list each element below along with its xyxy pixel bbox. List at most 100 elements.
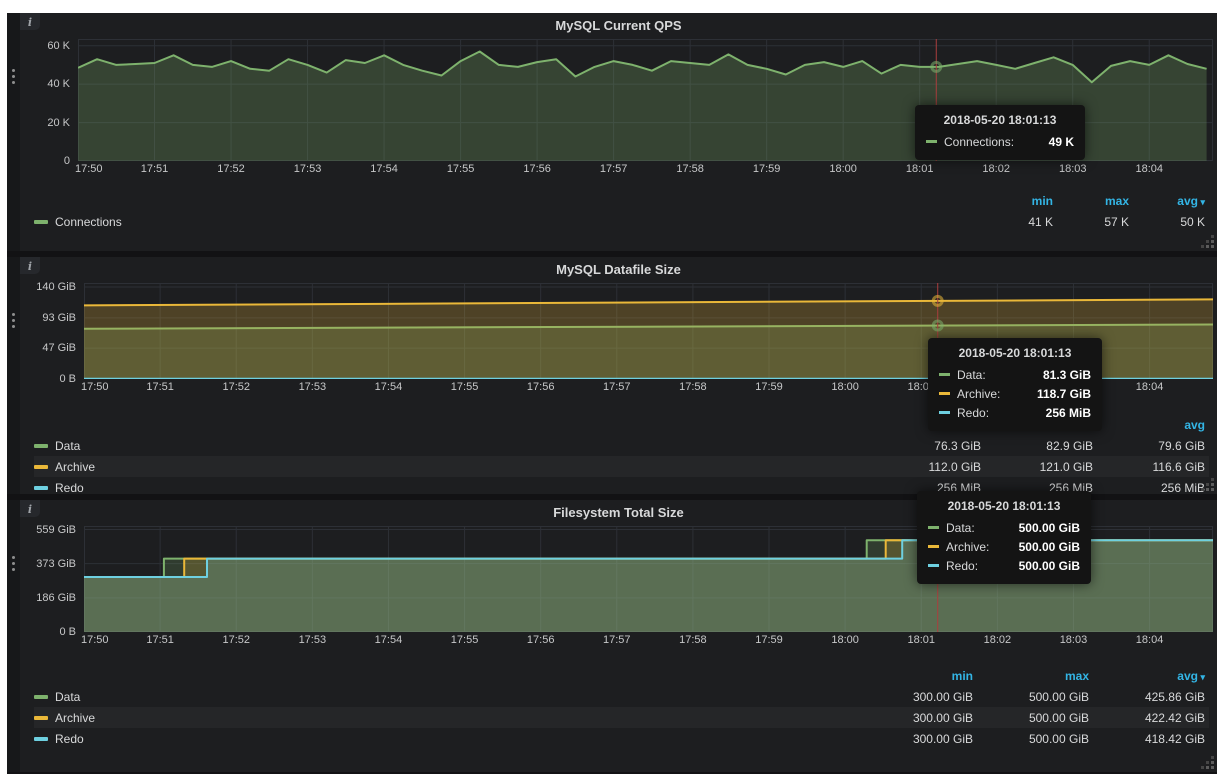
x-axis-tick-label: 17:58	[676, 163, 704, 175]
legend-series-toggle[interactable]: Connections	[34, 215, 981, 229]
y-axis-tick-label: 93 GiB	[42, 312, 76, 324]
legend-series-name: Archive	[55, 711, 95, 725]
legend-stat-value: 76.3 GiB	[873, 439, 985, 453]
x-axis-tick-label: 17:50	[81, 381, 109, 393]
legend-series-toggle[interactable]: Data	[34, 439, 873, 453]
legend-series-name: Connections	[55, 215, 122, 229]
drag-handle-icon	[12, 313, 15, 316]
panel-resize-handle[interactable]	[1201, 235, 1214, 248]
panel-title[interactable]: MySQL Datafile Size	[20, 257, 1217, 283]
legend-stat-header-max[interactable]: max	[977, 669, 1093, 683]
x-axis-tick-label: 17:59	[755, 634, 783, 646]
x-axis-tick-label: 17:58	[679, 634, 707, 646]
row-drag-handle[interactable]	[7, 13, 20, 251]
x-axis-tick-label: 18:00	[829, 163, 857, 175]
x-axis-tick-label: 18:03	[1059, 163, 1087, 175]
legend-row: Redo300.00 GiB500.00 GiB418.42 GiB	[34, 728, 1209, 749]
legend-stat-header-min[interactable]: min	[981, 194, 1057, 208]
graph-tooltip: 2018-05-20 18:01:13Data:500.00 GiBArchiv…	[917, 491, 1091, 584]
legend-stat-value: 50 K	[1133, 215, 1209, 229]
x-axis-tick-label: 17:57	[603, 634, 631, 646]
legend-series-name: Archive	[55, 460, 95, 474]
panel-info-corner[interactable]: i	[20, 257, 40, 274]
tooltip-series-value: 81.3 GiB	[1029, 368, 1091, 382]
legend: minmaxavg ▾Connections41 K57 K50 K	[34, 191, 1209, 232]
legend-series-toggle[interactable]: Data	[34, 690, 861, 704]
legend-stat-header-avg[interactable]: avg	[1097, 418, 1209, 432]
legend-stat-value: 300.00 GiB	[861, 711, 977, 725]
series-color-swatch-icon	[939, 411, 950, 414]
x-axis-tick-label: 18:03	[1060, 634, 1088, 646]
x-axis-tick-label: 17:59	[755, 381, 783, 393]
legend-row: Archive300.00 GiB500.00 GiB422.42 GiB	[34, 707, 1209, 728]
legend-row: Connections41 K57 K50 K	[34, 211, 1209, 232]
x-axis-tick-label: 17:57	[603, 381, 631, 393]
legend-series-toggle[interactable]: Archive	[34, 711, 861, 725]
legend-stat-header-avg[interactable]: avg ▾	[1133, 194, 1209, 208]
legend-series-name: Redo	[55, 732, 84, 746]
legend-stat-value: 41 K	[981, 215, 1057, 229]
x-axis-tick-label: 18:04	[1136, 634, 1164, 646]
legend-stat-value: 112.0 GiB	[873, 460, 985, 474]
x-axis-tick-label: 17:56	[527, 381, 555, 393]
info-icon: i	[28, 16, 32, 29]
x-axis-tick-label: 17:58	[679, 381, 707, 393]
legend-stat-value: 300.00 GiB	[861, 690, 977, 704]
tooltip-series-name: Redo:	[946, 559, 978, 573]
tooltip-series-row: Redo:256 MiB	[939, 403, 1091, 422]
panel-resize-handle[interactable]	[1201, 478, 1214, 491]
series-color-swatch-icon	[928, 526, 939, 529]
x-axis-tick-label: 17:51	[146, 634, 174, 646]
legend-row: Data76.3 GiB82.9 GiB79.6 GiB	[34, 435, 1209, 456]
y-axis: 0 B186 GiB373 GiB559 GiB	[20, 526, 84, 632]
series-color-swatch-icon	[34, 695, 48, 699]
drag-handle-icon	[12, 556, 15, 559]
x-axis-tick-label: 18:02	[984, 634, 1012, 646]
row-drag-handle[interactable]	[7, 257, 20, 494]
x-axis-tick-label: 18:00	[831, 381, 859, 393]
legend-series-toggle[interactable]: Archive	[34, 460, 873, 474]
legend-stat-header-max[interactable]: max	[1057, 194, 1133, 208]
panel-resize-handle[interactable]	[1201, 756, 1214, 769]
legend-stat-value: 121.0 GiB	[985, 460, 1097, 474]
x-axis-tick-label: 17:51	[141, 163, 169, 175]
legend-stat-value: 418.42 GiB	[1093, 732, 1209, 746]
x-axis-tick-label: 17:51	[146, 381, 174, 393]
panel-title[interactable]: MySQL Current QPS	[20, 13, 1217, 39]
series-color-swatch-icon	[34, 465, 48, 469]
x-axis-tick-label: 17:53	[299, 634, 327, 646]
info-icon: i	[28, 503, 32, 516]
x-axis-tick-label: 17:52	[217, 163, 245, 175]
legend-series-toggle[interactable]: Redo	[34, 732, 861, 746]
legend-series-toggle[interactable]: Redo	[34, 481, 873, 495]
series-color-swatch-icon	[34, 716, 48, 720]
x-axis-tick-label: 17:54	[375, 634, 403, 646]
x-axis-tick-label: 18:04	[1136, 381, 1164, 393]
row-drag-handle[interactable]	[7, 500, 20, 772]
legend-row: Data300.00 GiB500.00 GiB425.86 GiB	[34, 686, 1209, 707]
legend-stat-header-min[interactable]: min	[861, 669, 977, 683]
x-axis-tick-label: 17:52	[222, 381, 250, 393]
tooltip-series-value: 256 MiB	[1032, 406, 1091, 420]
x-axis: 17:5017:5117:5217:5317:5417:5517:5617:57…	[78, 161, 1213, 177]
series-color-swatch-icon	[939, 392, 950, 395]
y-axis: 0 B47 GiB93 GiB140 GiB	[20, 283, 84, 379]
legend-series-name: Redo	[55, 481, 84, 495]
tooltip-series-value: 118.7 GiB	[1023, 387, 1091, 401]
info-icon: i	[28, 260, 32, 273]
legend-stat-value: 422.42 GiB	[1093, 711, 1209, 725]
panel-info-corner[interactable]: i	[20, 500, 40, 517]
panel-info-corner[interactable]: i	[20, 13, 40, 30]
graph-tooltip: 2018-05-20 18:01:13Data:81.3 GiBArchive:…	[928, 338, 1102, 431]
legend-stat-value: 425.86 GiB	[1093, 690, 1209, 704]
sort-caret-icon: ▾	[1198, 197, 1205, 207]
x-axis-tick-label: 18:00	[831, 634, 859, 646]
grafana-dashboard: i MySQL Current QPS 020 K40 K60 K 17:501…	[7, 13, 1217, 774]
x-axis-tick-label: 18:01	[907, 634, 935, 646]
x-axis-tick-label: 17:50	[81, 634, 109, 646]
legend-stat-header-avg[interactable]: avg ▾	[1093, 669, 1209, 683]
legend-stat-value: 300.00 GiB	[861, 732, 977, 746]
series-color-swatch-icon	[928, 564, 939, 567]
tooltip-series-value: 500.00 GiB	[1005, 559, 1080, 573]
series-color-swatch-icon	[926, 140, 937, 143]
